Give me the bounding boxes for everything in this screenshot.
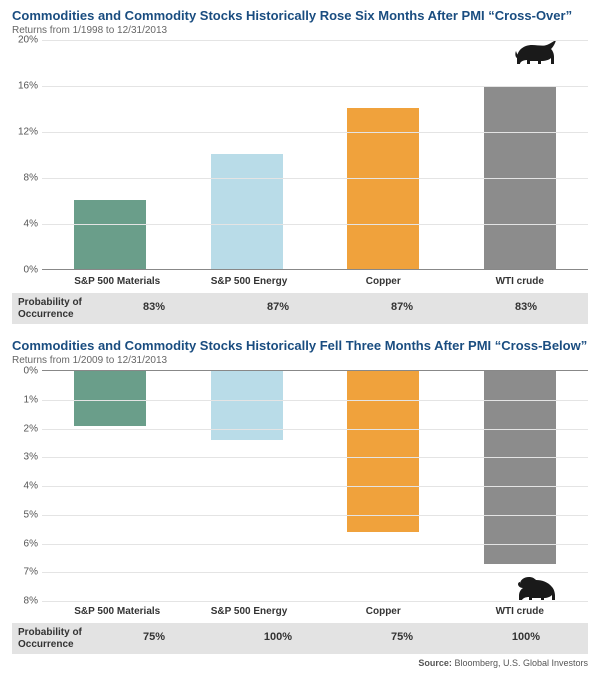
probability-cells: 75% 100% 75% 100%: [92, 623, 588, 654]
probability-label: Probability of Occurrence: [12, 623, 92, 654]
chart-subtitle: Returns from 1/2009 to 12/31/2013: [12, 355, 588, 366]
source-line: Source: Bloomberg, U.S. Global Investors: [12, 658, 588, 668]
category-label: WTI crude: [484, 276, 556, 287]
chart-wrap-up: 0%4%8%12%16%20% S&P 500 MaterialsS&P 500…: [12, 40, 588, 291]
category-label: S&P 500 Energy: [211, 606, 283, 617]
y-axis-label: 16%: [12, 81, 38, 92]
y-axis-label: 8%: [12, 173, 38, 184]
y-axis-label: 4%: [12, 219, 38, 230]
chart-title: Commodities and Commodity Stocks Histori…: [12, 338, 588, 353]
y-axis-label: 7%: [12, 567, 38, 578]
bar: [74, 371, 146, 426]
y-axis-label: 12%: [12, 127, 38, 138]
source-label: Source:: [418, 658, 452, 668]
probability-value: 100%: [490, 623, 562, 654]
chart-area: 0%4%8%12%16%20%: [42, 40, 588, 270]
category-label: S&P 500 Energy: [211, 276, 283, 287]
probability-value: 83%: [490, 293, 562, 324]
grid-line: [42, 224, 588, 225]
grid-line: [42, 544, 588, 545]
grid-line: [42, 601, 588, 602]
category-label: Copper: [347, 276, 419, 287]
chart-wrap-down: 0%1%2%3%4%5%6%7%8% S&P 500 MaterialsS&P …: [12, 370, 588, 621]
category-label: S&P 500 Materials: [74, 276, 146, 287]
panel-crossbelow: Commodities and Commodity Stocks Histori…: [12, 338, 588, 654]
y-axis-label: 0%: [12, 265, 38, 276]
grid-line: [42, 400, 588, 401]
grid-line: [42, 572, 588, 573]
grid-line: [42, 429, 588, 430]
probability-value: 75%: [366, 623, 438, 654]
probability-row: Probability of Occurrence 75% 100% 75% 100%: [12, 623, 588, 654]
y-axis-label: 8%: [12, 596, 38, 607]
probability-value: 87%: [242, 293, 314, 324]
category-row: S&P 500 Materials S&P 500 Energy Copper WTI…: [42, 600, 588, 621]
bars-container: [42, 40, 588, 269]
y-axis-label: 5%: [12, 509, 38, 520]
grid-line: [42, 86, 588, 87]
y-axis-label: 3%: [12, 452, 38, 463]
probability-value: 100%: [242, 623, 314, 654]
bar: [347, 371, 419, 532]
category-label: S&P 500 Materials: [74, 606, 146, 617]
category-label: Copper: [347, 606, 419, 617]
y-axis-label: 1%: [12, 394, 38, 405]
bar: [74, 200, 146, 269]
grid-line: [42, 132, 588, 133]
probability-value: 83%: [118, 293, 190, 324]
grid-line: [42, 457, 588, 458]
y-axis-label: 2%: [12, 423, 38, 434]
y-axis-label: 20%: [12, 35, 38, 46]
probability-cells: 83% 87% 87% 83%: [92, 293, 588, 324]
y-axis-label: 6%: [12, 538, 38, 549]
probability-row: Probability of Occurrence 83% 87% 87% 83%: [12, 293, 588, 324]
bar: [211, 154, 283, 269]
grid-line: [42, 40, 588, 41]
chart-subtitle: Returns from 1/1998 to 12/31/2013: [12, 25, 588, 36]
bar: [211, 371, 283, 440]
grid-line: [42, 486, 588, 487]
y-axis-label: 0%: [12, 366, 38, 377]
chart-area: 0%1%2%3%4%5%6%7%8%: [42, 370, 588, 600]
probability-label: Probability of Occurrence: [12, 293, 92, 324]
probability-value: 87%: [366, 293, 438, 324]
grid-line: [42, 515, 588, 516]
y-axis-label: 4%: [12, 481, 38, 492]
source-text: Bloomberg, U.S. Global Investors: [454, 658, 588, 668]
probability-value: 75%: [118, 623, 190, 654]
panel-crossover: Commodities and Commodity Stocks Histori…: [12, 8, 588, 324]
category-label: WTI crude: [484, 606, 556, 617]
category-row: S&P 500 Materials S&P 500 Energy Copper WTI…: [42, 270, 588, 291]
chart-title: Commodities and Commodity Stocks Histori…: [12, 8, 588, 23]
grid-line: [42, 178, 588, 179]
